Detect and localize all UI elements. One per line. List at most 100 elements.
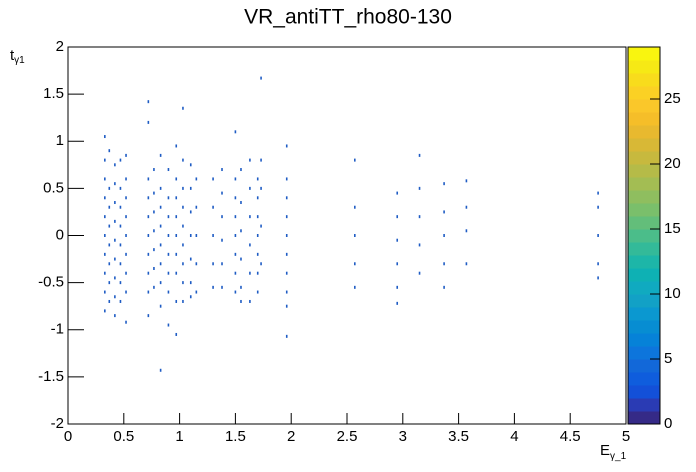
colorbar-band bbox=[628, 47, 660, 61]
point bbox=[182, 262, 184, 266]
point bbox=[234, 252, 237, 256]
point bbox=[189, 257, 192, 261]
point bbox=[285, 196, 288, 200]
point bbox=[104, 309, 106, 313]
colorbar-frame bbox=[627, 46, 661, 425]
point bbox=[167, 196, 170, 200]
point bbox=[256, 215, 259, 219]
point bbox=[182, 224, 184, 228]
x-tick-label: 2.5 bbox=[337, 428, 358, 445]
x-tick-label: 4 bbox=[510, 428, 518, 445]
point bbox=[221, 285, 223, 289]
x-tick-label: 1 bbox=[175, 428, 183, 445]
point bbox=[396, 285, 399, 289]
point bbox=[195, 290, 198, 294]
point bbox=[125, 153, 127, 157]
point bbox=[249, 271, 251, 275]
point bbox=[159, 262, 162, 266]
point bbox=[153, 248, 155, 252]
point bbox=[104, 252, 106, 256]
z-tick-label: 0 bbox=[664, 415, 672, 432]
y-label-sub: γ1 bbox=[14, 55, 25, 66]
point bbox=[119, 243, 122, 247]
colorbar-band bbox=[628, 164, 660, 178]
point bbox=[189, 281, 192, 285]
colorbar-band bbox=[628, 99, 660, 113]
point bbox=[104, 271, 106, 275]
point bbox=[119, 281, 122, 285]
point bbox=[256, 196, 259, 200]
point bbox=[240, 285, 242, 289]
point bbox=[114, 295, 116, 299]
point bbox=[147, 215, 150, 219]
point bbox=[182, 158, 184, 162]
point bbox=[212, 205, 214, 209]
point bbox=[108, 243, 111, 247]
point bbox=[221, 262, 223, 266]
point bbox=[182, 106, 184, 110]
colorbar-band bbox=[628, 229, 660, 243]
point bbox=[147, 290, 150, 294]
point bbox=[189, 210, 192, 214]
point bbox=[195, 234, 198, 237]
point bbox=[195, 177, 198, 181]
point bbox=[234, 234, 237, 237]
point bbox=[465, 262, 468, 266]
point bbox=[125, 234, 127, 237]
point bbox=[159, 304, 162, 308]
point bbox=[108, 299, 111, 303]
point bbox=[153, 266, 155, 270]
point bbox=[234, 271, 237, 275]
point bbox=[167, 271, 170, 275]
point bbox=[175, 271, 178, 275]
point bbox=[396, 262, 399, 266]
point bbox=[114, 276, 116, 280]
point bbox=[159, 153, 162, 157]
point bbox=[249, 243, 251, 247]
point bbox=[119, 262, 122, 266]
x-tick-label: 2 bbox=[287, 428, 295, 445]
point bbox=[285, 177, 288, 181]
point bbox=[175, 144, 178, 148]
point bbox=[153, 210, 155, 214]
point bbox=[104, 234, 106, 237]
point bbox=[147, 196, 150, 200]
point bbox=[354, 158, 356, 162]
point bbox=[114, 314, 116, 318]
point bbox=[221, 238, 223, 242]
colorbar-band bbox=[628, 73, 660, 87]
point bbox=[221, 215, 223, 219]
point bbox=[240, 257, 242, 261]
point bbox=[104, 290, 106, 294]
point bbox=[125, 320, 127, 324]
point bbox=[260, 186, 262, 190]
point bbox=[249, 215, 251, 219]
point bbox=[147, 252, 150, 256]
point bbox=[256, 177, 259, 181]
point bbox=[597, 205, 599, 209]
colorbar-band bbox=[628, 242, 660, 256]
point bbox=[240, 168, 242, 172]
point bbox=[114, 238, 116, 242]
z-tick-label: 5 bbox=[664, 350, 672, 367]
point bbox=[125, 196, 127, 200]
y-tick-label: -1 bbox=[51, 321, 64, 338]
y-axis-label: tγ1 bbox=[10, 47, 25, 66]
point bbox=[108, 149, 111, 153]
point bbox=[396, 301, 399, 305]
point bbox=[159, 224, 162, 228]
colorbar-band bbox=[628, 294, 660, 308]
point bbox=[119, 299, 122, 303]
point bbox=[418, 243, 421, 247]
point bbox=[396, 215, 399, 219]
point bbox=[418, 186, 421, 190]
point bbox=[182, 281, 184, 285]
point bbox=[256, 290, 259, 294]
point bbox=[159, 243, 162, 247]
point bbox=[465, 229, 468, 233]
point bbox=[285, 144, 288, 148]
y-tick-label: 0.5 bbox=[43, 179, 64, 196]
point bbox=[234, 196, 237, 200]
point bbox=[195, 262, 198, 266]
point bbox=[175, 252, 178, 256]
